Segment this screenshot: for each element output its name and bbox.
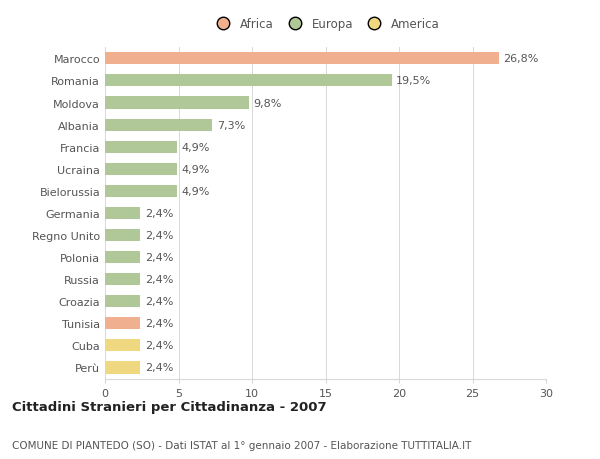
Bar — [105, 53, 499, 65]
Bar — [105, 274, 140, 285]
Text: 26,8%: 26,8% — [503, 54, 539, 64]
Bar — [105, 340, 140, 352]
Bar — [105, 296, 140, 308]
Bar — [105, 318, 140, 330]
Text: 2,4%: 2,4% — [145, 208, 173, 218]
Bar — [105, 252, 140, 263]
Text: 2,4%: 2,4% — [145, 297, 173, 307]
Text: 2,4%: 2,4% — [145, 319, 173, 329]
Text: 4,9%: 4,9% — [181, 186, 210, 196]
Bar — [105, 97, 249, 109]
Text: 2,4%: 2,4% — [145, 363, 173, 373]
Text: 4,9%: 4,9% — [181, 142, 210, 152]
Text: Cittadini Stranieri per Cittadinanza - 2007: Cittadini Stranieri per Cittadinanza - 2… — [12, 400, 326, 413]
Text: 2,4%: 2,4% — [145, 252, 173, 263]
Bar — [105, 119, 212, 131]
Text: 2,4%: 2,4% — [145, 230, 173, 241]
Legend: Africa, Europa, America: Africa, Europa, America — [208, 14, 443, 34]
Text: COMUNE DI PIANTEDO (SO) - Dati ISTAT al 1° gennaio 2007 - Elaborazione TUTTITALI: COMUNE DI PIANTEDO (SO) - Dati ISTAT al … — [12, 440, 472, 450]
Bar — [105, 362, 140, 374]
Text: 19,5%: 19,5% — [396, 76, 431, 86]
Bar — [105, 185, 177, 197]
Text: 7,3%: 7,3% — [217, 120, 245, 130]
Bar — [105, 75, 392, 87]
Text: 2,4%: 2,4% — [145, 274, 173, 285]
Bar — [105, 141, 177, 153]
Text: 2,4%: 2,4% — [145, 341, 173, 351]
Bar — [105, 207, 140, 219]
Bar — [105, 230, 140, 241]
Bar — [105, 163, 177, 175]
Text: 9,8%: 9,8% — [253, 98, 282, 108]
Text: 4,9%: 4,9% — [181, 164, 210, 174]
